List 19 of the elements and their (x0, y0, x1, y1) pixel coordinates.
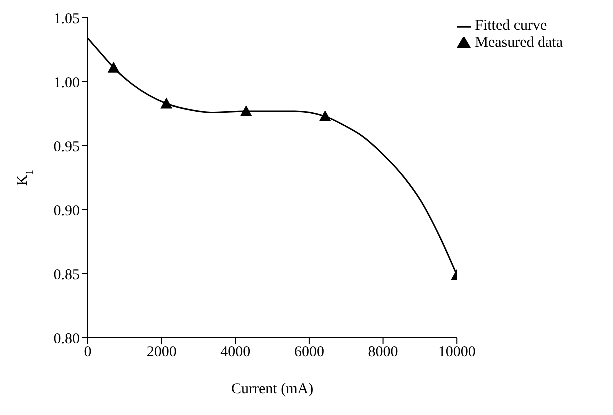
x-tick-label: 4000 (220, 344, 251, 361)
y-tick-label: 1.00 (54, 75, 80, 92)
legend-label: Fitted curve (475, 18, 548, 34)
x-tick-label: 8000 (368, 344, 398, 361)
x-tick-label: 0 (84, 344, 92, 361)
x-tick-label: 10000 (438, 344, 476, 361)
point (160, 98, 173, 109)
point (108, 62, 120, 73)
x-tick-label: 6000 (294, 344, 324, 361)
y-tick-label: 0.90 (54, 203, 80, 220)
x-tick-label: 2000 (146, 344, 177, 361)
point (240, 105, 252, 116)
y-tick-label: 0.95 (54, 139, 80, 156)
legend-label: Measured data (475, 35, 563, 51)
y-tick-label: 1.05 (54, 11, 80, 28)
y-tick-label: 0.85 (54, 267, 80, 284)
y-tick-label: 0.80 (54, 331, 80, 348)
point (319, 110, 332, 122)
x-axis-title: Current (mA) (232, 382, 314, 398)
